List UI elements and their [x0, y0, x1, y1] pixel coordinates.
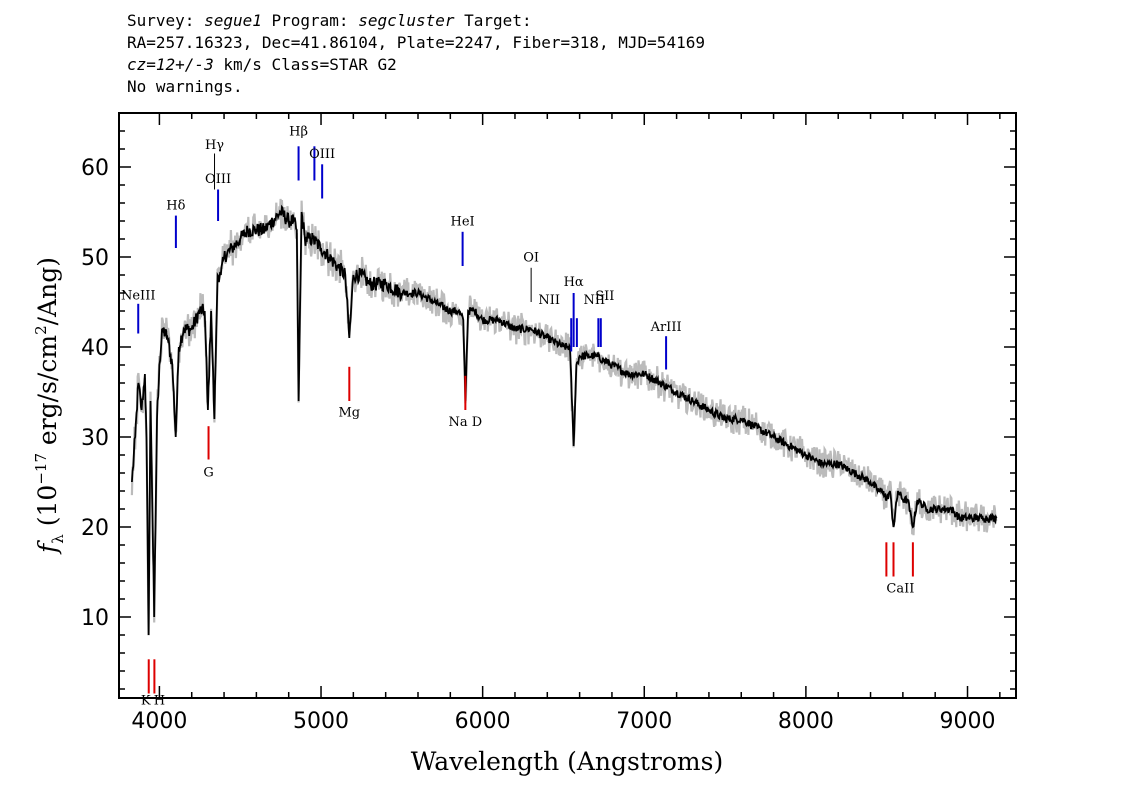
line-label: Hα [564, 275, 584, 290]
class-value: km/s Class=STAR G2 [213, 55, 397, 74]
x-tick-label: 6000 [455, 709, 511, 734]
spectrum-header: Survey: segue1 Program: segcluster Targe… [127, 10, 705, 98]
line-label: K [141, 693, 151, 708]
line-label: OIII [205, 172, 231, 187]
line-label: H [154, 693, 165, 708]
line-label: OIII [309, 147, 335, 162]
line-label: ArIII [650, 320, 682, 335]
line-label: Hδ [166, 198, 185, 213]
error-line [130, 198, 998, 636]
y-tick-label: 10 [81, 606, 109, 631]
line-markers: NeIIIHδHγOIIIHβOIIIHeIOINIIHαNIISIIArIII… [121, 125, 914, 709]
line-label: HeI [451, 215, 475, 230]
line-label: NII [584, 293, 606, 308]
line-label: OI [523, 251, 539, 266]
plot-frame [118, 112, 1017, 699]
x-tick-label: 8000 [778, 709, 834, 734]
line-label: Mg [338, 405, 360, 420]
y-axis-title: fλ (10−17 erg/s/cm2/Ang) [32, 257, 67, 555]
program-value: segcluster [358, 11, 455, 30]
line-label: NeIII [121, 288, 155, 303]
flux-series [131, 204, 998, 636]
x-tick-label: 4000 [131, 709, 187, 734]
line-label: NII [538, 293, 560, 308]
y-tick-label: 20 [81, 516, 109, 541]
line-label: CaII [886, 582, 914, 597]
flux-line [131, 204, 998, 636]
target-label: Target: [454, 11, 532, 30]
line-label: SII [595, 289, 614, 304]
x-tick-label: 9000 [940, 709, 996, 734]
y-tick-label: 60 [81, 156, 109, 181]
x-tick-label: 7000 [616, 709, 672, 734]
header-line-coordinates: RA=257.16323, Dec=41.86104, Plate=2247, … [127, 33, 705, 52]
survey-label: Survey: [127, 11, 205, 30]
survey-value: segue1 [204, 11, 262, 30]
header-line-survey: Survey: segue1 Program: segcluster Targe… [127, 10, 705, 32]
y-axis-title-text: fλ (10−17 erg/s/cm2/Ang) [32, 257, 67, 555]
y-tick-label: 50 [81, 246, 109, 271]
x-axis-title: Wavelength (Angstroms) [411, 747, 723, 776]
cz-value: cz=12+/-3 [127, 55, 214, 74]
error-band [130, 198, 998, 636]
line-label: G [203, 466, 213, 481]
y-tick-label: 40 [81, 336, 109, 361]
line-label: Hγ [205, 138, 224, 153]
header-line-warnings: No warnings. [127, 77, 243, 96]
program-label: Program: [261, 11, 359, 30]
x-tick-label: 5000 [293, 709, 349, 734]
line-label: Na D [449, 415, 483, 430]
axis-ticks: 4000 5000 6000 7000 8000 9000 10 20 30 40 50 60 [81, 113, 1016, 734]
y-tick-label: 30 [81, 426, 109, 451]
header-line-redshift: cz=12+/-3 km/s Class=STAR G2 [127, 54, 705, 76]
line-label: Hβ [289, 125, 308, 140]
